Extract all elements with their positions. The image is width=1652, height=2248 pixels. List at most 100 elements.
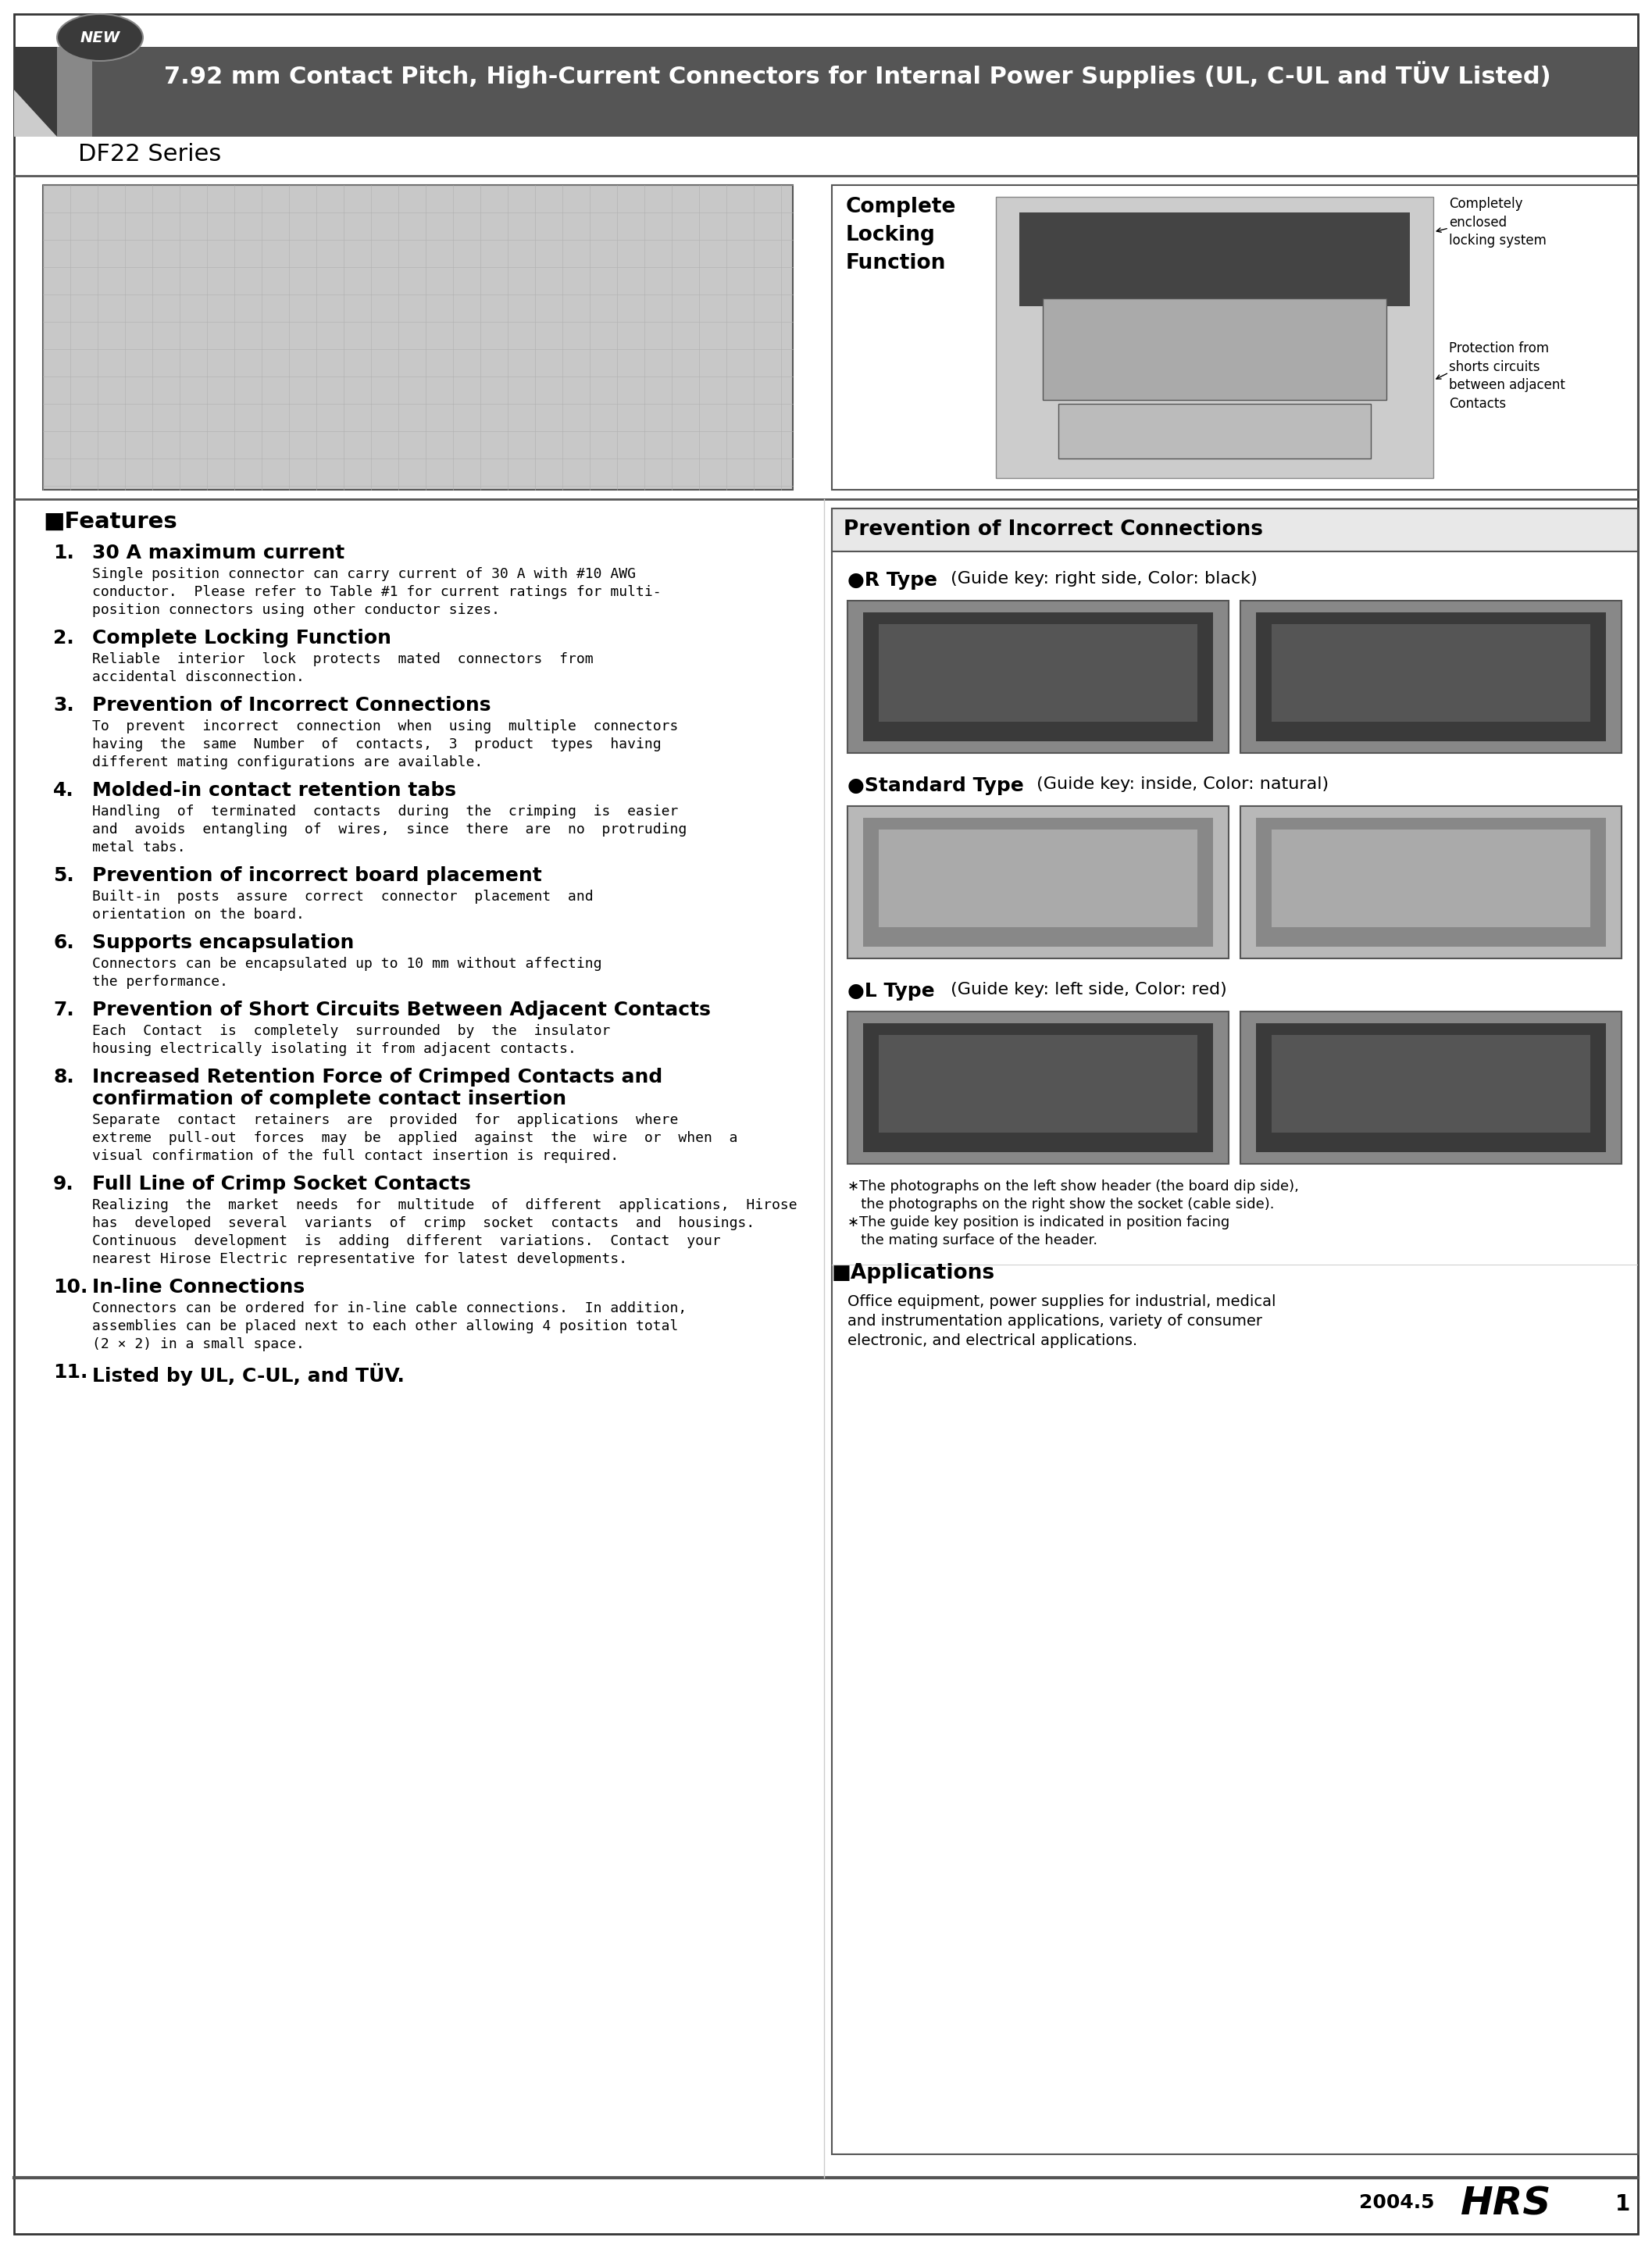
Bar: [1241, 807, 1622, 958]
Bar: [15, 47, 93, 137]
Text: 3.: 3.: [53, 697, 74, 715]
Text: the mating surface of the header.: the mating surface of the header.: [847, 1234, 1097, 1248]
Text: Prevention of incorrect board placement: Prevention of incorrect board placement: [93, 865, 542, 886]
Ellipse shape: [58, 13, 144, 61]
Bar: [1042, 299, 1386, 400]
Text: ●R Type: ●R Type: [847, 571, 937, 589]
Text: (Guide key: right side, Color: black): (Guide key: right side, Color: black): [945, 571, 1257, 587]
Text: different mating configurations are available.: different mating configurations are avai…: [93, 755, 482, 769]
Text: Prevention of Incorrect Connections: Prevention of Incorrect Connections: [93, 697, 491, 715]
Text: 6.: 6.: [53, 933, 74, 953]
Text: the photographs on the right show the socket (cable side).: the photographs on the right show the so…: [847, 1198, 1274, 1212]
Text: confirmation of complete contact insertion: confirmation of complete contact inserti…: [93, 1090, 567, 1108]
Text: Each  Contact  is  completely  surrounded  by  the  insulator: Each Contact is completely surrounded by…: [93, 1025, 610, 1039]
Text: position connectors using other conductor sizes.: position connectors using other conducto…: [93, 602, 501, 616]
Bar: [833, 508, 1637, 2154]
Text: extreme  pull-out  forces  may  be  applied  against  the  wire  or  when  a: extreme pull-out forces may be applied a…: [93, 1131, 738, 1144]
Text: Connectors can be encapsulated up to 10 mm without affecting: Connectors can be encapsulated up to 10 …: [93, 958, 601, 971]
Bar: [1272, 625, 1591, 722]
Text: has  developed  several  variants  of  crimp  socket  contacts  and  housings.: has developed several variants of crimp …: [93, 1216, 755, 1230]
Text: Full Line of Crimp Socket Contacts: Full Line of Crimp Socket Contacts: [93, 1176, 471, 1194]
Bar: [879, 625, 1198, 722]
Text: Reliable  interior  lock  protects  mated  connectors  from: Reliable interior lock protects mated co…: [93, 652, 593, 665]
Text: 10.: 10.: [53, 1277, 88, 1297]
Text: 2004.5: 2004.5: [1360, 2194, 1434, 2212]
Text: Single position connector can carry current of 30 A with #10 AWG: Single position connector can carry curr…: [93, 566, 636, 582]
Text: and  avoids  entangling  of  wires,  since  there  are  no  protruding: and avoids entangling of wires, since th…: [93, 823, 687, 836]
Bar: [847, 600, 1229, 753]
Text: Prevention of Incorrect Connections: Prevention of Incorrect Connections: [844, 519, 1264, 540]
Text: conductor.  Please refer to Table #1 for current ratings for multi-: conductor. Please refer to Table #1 for …: [93, 584, 661, 600]
Bar: [1241, 1012, 1622, 1164]
Text: (Guide key: left side, Color: red): (Guide key: left side, Color: red): [945, 982, 1227, 998]
Text: NEW: NEW: [79, 29, 121, 45]
Text: 30 A maximum current: 30 A maximum current: [93, 544, 345, 562]
Bar: [1256, 1023, 1606, 1153]
Polygon shape: [15, 90, 58, 137]
Text: 11.: 11.: [53, 1362, 88, 1383]
Bar: [1256, 818, 1606, 946]
Text: orientation on the board.: orientation on the board.: [93, 908, 304, 922]
Bar: [1256, 611, 1606, 742]
Text: Supports encapsulation: Supports encapsulation: [93, 933, 354, 953]
Text: 5.: 5.: [53, 865, 74, 886]
Text: electronic, and electrical applications.: electronic, and electrical applications.: [847, 1333, 1137, 1349]
Text: HRS: HRS: [1460, 2185, 1551, 2223]
Bar: [1272, 1034, 1591, 1133]
Text: Listed by UL, C-UL, and TÜV.: Listed by UL, C-UL, and TÜV.: [93, 1362, 405, 1385]
Text: the performance.: the performance.: [93, 976, 228, 989]
Text: metal tabs.: metal tabs.: [93, 841, 185, 854]
Bar: [1241, 600, 1622, 753]
Text: ■Applications: ■Applications: [833, 1263, 995, 1284]
Bar: [996, 198, 1434, 479]
Bar: [847, 1012, 1229, 1164]
Text: Office equipment, power supplies for industrial, medical: Office equipment, power supplies for ind…: [847, 1295, 1275, 1308]
Text: Increased Retention Force of Crimped Contacts and: Increased Retention Force of Crimped Con…: [93, 1068, 662, 1086]
Bar: [862, 1023, 1213, 1153]
Text: Complete Locking Function: Complete Locking Function: [93, 629, 392, 647]
Bar: [1019, 214, 1409, 306]
Text: (2 × 2) in a small space.: (2 × 2) in a small space.: [93, 1338, 304, 1351]
Text: 7.92 mm Contact Pitch, High-Current Connectors for Internal Power Supplies (UL, : 7.92 mm Contact Pitch, High-Current Conn…: [164, 61, 1551, 88]
Text: ∗The photographs on the left show header (the board dip side),: ∗The photographs on the left show header…: [847, 1180, 1298, 1194]
Text: nearest Hirose Electric representative for latest developments.: nearest Hirose Electric representative f…: [93, 1252, 628, 1266]
Text: Connectors can be ordered for in-line cable connections.  In addition,: Connectors can be ordered for in-line ca…: [93, 1302, 687, 1315]
Text: Separate  contact  retainers  are  provided  for  applications  where: Separate contact retainers are provided …: [93, 1113, 679, 1126]
Text: Molded-in contact retention tabs: Molded-in contact retention tabs: [93, 780, 456, 800]
Text: (Guide key: inside, Color: natural): (Guide key: inside, Color: natural): [1031, 776, 1328, 791]
Text: Built-in  posts  assure  correct  connector  placement  and: Built-in posts assure correct connector …: [93, 890, 593, 904]
Text: 2.: 2.: [53, 629, 74, 647]
Text: 7.: 7.: [53, 1000, 74, 1018]
Text: ■Features: ■Features: [43, 510, 177, 533]
Bar: [1059, 405, 1371, 459]
Text: visual confirmation of the full contact insertion is required.: visual confirmation of the full contact …: [93, 1149, 620, 1162]
Text: Handling  of  terminated  contacts  during  the  crimping  is  easier: Handling of terminated contacts during t…: [93, 805, 679, 818]
Text: ∗The guide key position is indicated in position facing: ∗The guide key position is indicated in …: [847, 1216, 1229, 1230]
Text: housing electrically isolating it from adjacent contacts.: housing electrically isolating it from a…: [93, 1043, 577, 1057]
Text: ●Standard Type: ●Standard Type: [847, 776, 1024, 796]
Bar: [879, 830, 1198, 926]
Text: Complete
Locking
Function: Complete Locking Function: [846, 198, 957, 274]
Bar: [1272, 830, 1591, 926]
Text: DF22 Series: DF22 Series: [78, 144, 221, 166]
Text: 4.: 4.: [53, 780, 74, 800]
Text: 1: 1: [1616, 2194, 1631, 2214]
Text: 1.: 1.: [53, 544, 74, 562]
Bar: [15, 47, 1637, 137]
Bar: [15, 47, 58, 137]
Text: assemblies can be placed next to each other allowing 4 position total: assemblies can be placed next to each ot…: [93, 1320, 679, 1333]
Text: and instrumentation applications, variety of consumer: and instrumentation applications, variet…: [847, 1313, 1262, 1329]
Text: Completely
enclosed
locking system: Completely enclosed locking system: [1449, 198, 1546, 247]
Text: accidental disconnection.: accidental disconnection.: [93, 670, 304, 683]
Bar: [833, 184, 1637, 490]
Text: Protection from
shorts circuits
between adjacent
Contacts: Protection from shorts circuits between …: [1449, 342, 1564, 411]
Text: Continuous  development  is  adding  different  variations.  Contact  your: Continuous development is adding differe…: [93, 1234, 720, 1248]
Bar: [833, 508, 1637, 551]
Text: Prevention of Short Circuits Between Adjacent Contacts: Prevention of Short Circuits Between Adj…: [93, 1000, 710, 1018]
Bar: [879, 1034, 1198, 1133]
Bar: [847, 807, 1229, 958]
Text: Realizing  the  market  needs  for  multitude  of  different  applications,  Hir: Realizing the market needs for multitude…: [93, 1198, 798, 1212]
Text: 9.: 9.: [53, 1176, 74, 1194]
Bar: [862, 611, 1213, 742]
Bar: [862, 818, 1213, 946]
